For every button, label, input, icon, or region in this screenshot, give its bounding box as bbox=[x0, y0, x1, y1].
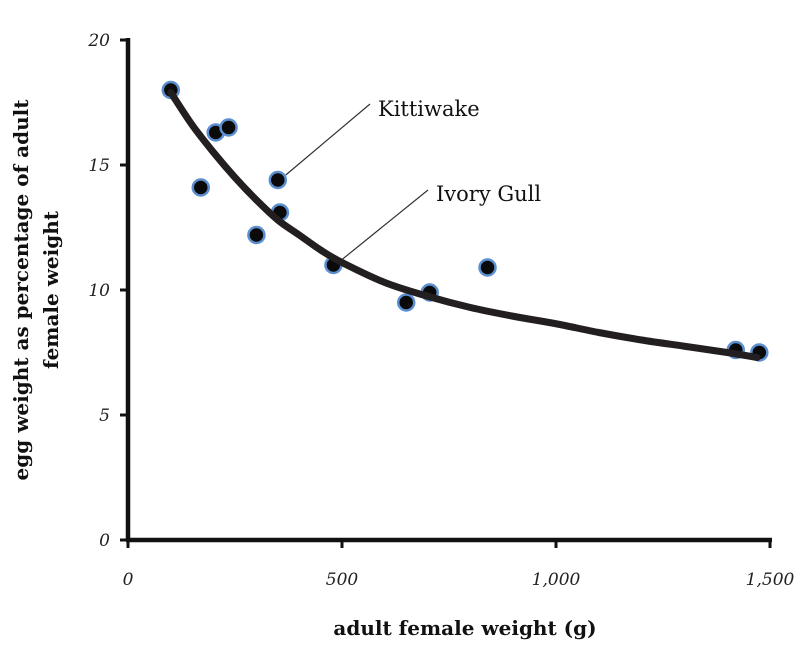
annotation-leaders bbox=[285, 103, 429, 261]
y-tick-label: 15 bbox=[88, 156, 110, 176]
x-tick-label: 0 bbox=[123, 570, 134, 590]
data-point bbox=[268, 170, 288, 190]
data-point bbox=[396, 293, 416, 312]
annotation-leader-line bbox=[341, 189, 429, 261]
data-point bbox=[191, 178, 211, 197]
trend-line-layer bbox=[167, 89, 761, 361]
axes: 0 5 10 15 20 0 500 1,000 1,500 bbox=[87, 31, 794, 590]
data-point bbox=[478, 258, 497, 277]
y-tick-label: 20 bbox=[87, 31, 110, 51]
x-tick-label: 1,000 bbox=[532, 570, 581, 590]
x-axis-title: adult female weight (g) bbox=[333, 616, 596, 640]
trend-line bbox=[167, 89, 761, 361]
data-point bbox=[219, 118, 238, 137]
chart-labels: adult female weight (g) egg weight as pe… bbox=[9, 97, 597, 640]
y-tick-label: 5 bbox=[99, 406, 110, 426]
y-axis-title-line-2: female weight bbox=[39, 210, 63, 369]
y-axis-title-line-1: egg weight as percentage of adult bbox=[9, 99, 33, 481]
x-tick-label: 1,500 bbox=[746, 570, 795, 590]
y-tick-label: 0 bbox=[99, 531, 110, 551]
y-tick-label: 10 bbox=[88, 281, 110, 301]
annotation-leader-line bbox=[285, 103, 371, 176]
data-points bbox=[161, 80, 769, 362]
x-tick-label: 500 bbox=[326, 570, 359, 590]
data-point bbox=[247, 225, 266, 245]
annotation-label: Kittiwake bbox=[378, 97, 480, 121]
annotation-label: Ivory Gull bbox=[436, 182, 541, 206]
